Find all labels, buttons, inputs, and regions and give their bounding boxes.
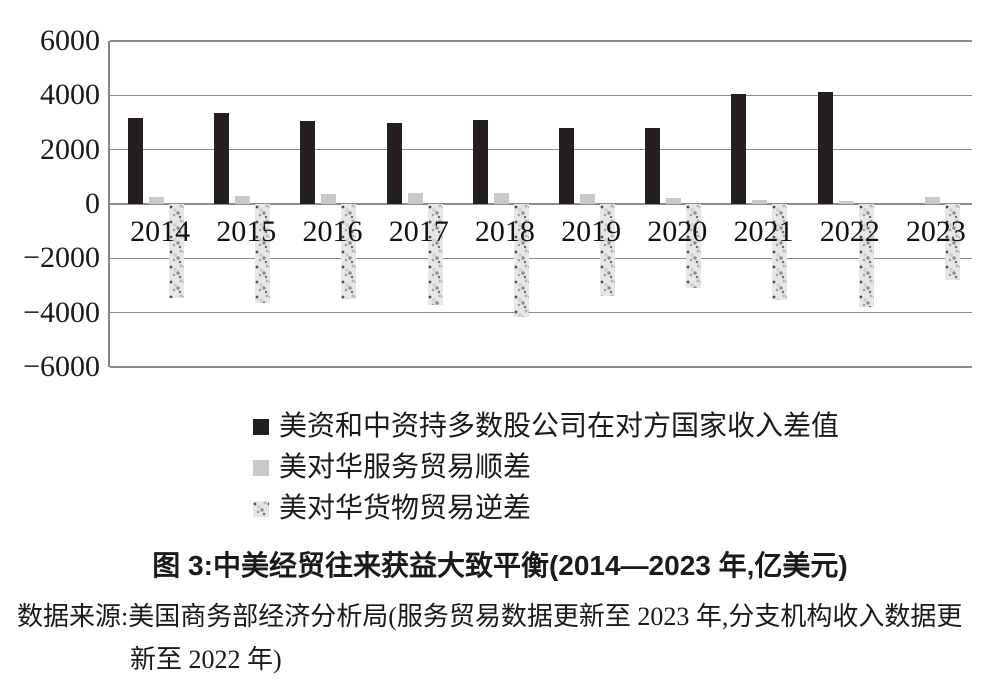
x-axis-label-2018: 2018: [474, 215, 535, 248]
y-axis-tick-0: 0: [85, 187, 100, 220]
bar-services-surplus-2017: [407, 193, 423, 204]
year-group-2014: 2014: [110, 41, 196, 367]
bar-income-diff-2015: [214, 113, 230, 204]
year-group-2020: 2020: [627, 41, 713, 367]
bar-income-diff-2022: [817, 91, 833, 204]
x-axis-label-2016: 2016: [302, 215, 363, 248]
x-axis-label-2019: 2019: [561, 215, 622, 248]
y-axis-tick-4000: 4000: [40, 78, 100, 112]
x-axis-label-2022: 2022: [819, 215, 880, 248]
bar-services-surplus-2015: [235, 196, 251, 204]
legend-label-services-surplus: 美对华服务贸易顺差: [279, 451, 532, 483]
bar-services-surplus-2021: [752, 199, 768, 204]
year-group-2023: 2023: [886, 41, 972, 367]
bar-chart: 6000 4000 2000 0 −2000 −4000 −6000 2014 2015 201…: [0, 25, 972, 383]
gridline-0: [110, 203, 972, 205]
year-group-2015: 2015: [196, 41, 282, 367]
bar-goods-deficit-2022: [858, 204, 874, 308]
bar-income-diff-2014: [128, 118, 143, 204]
year-group-2016: 2016: [282, 41, 368, 367]
legend-label-goods-deficit: 美对华货物贸易逆差: [279, 492, 532, 524]
legend-swatch-goods-deficit-icon: [253, 500, 269, 517]
bar-services-surplus-2020: [666, 197, 682, 204]
plot-area: 2014 2015 2016 2017 2018 2019 2020 2021 2022 2023: [108, 40, 972, 368]
year-group-2022: 2022: [800, 41, 886, 367]
bar-goods-deficit-2017: [427, 204, 443, 305]
legend-item-services-surplus: 美对华服务贸易顺差: [253, 447, 839, 488]
gridline-4000: [110, 94, 972, 97]
year-group-2021: 2021: [713, 41, 799, 367]
bar-services-surplus-2018: [493, 193, 509, 204]
legend-swatch-services-surplus-icon: [253, 459, 269, 476]
year-group-2017: 2017: [369, 41, 455, 367]
x-axis-label-2021: 2021: [733, 215, 794, 248]
bar-goods-deficit-2018: [513, 204, 529, 317]
gridline--2000: [110, 257, 972, 260]
gridline-2000: [110, 148, 972, 151]
bar-goods-deficit-2023: [944, 204, 960, 281]
bar-services-surplus-2022: [838, 200, 854, 204]
legend-item-goods-deficit: 美对华货物贸易逆差: [253, 488, 839, 529]
legend: 美资和中资持多数股公司在对方国家收入差值 美对华服务贸易顺差 美对华货物贸易逆差: [253, 406, 839, 529]
figure-title: 图 3:中美经贸往来获益大致平衡(2014—2023 年,亿美元): [152, 550, 848, 581]
bar-services-surplus-2019: [580, 194, 595, 204]
legend-label-income-diff: 美资和中资持多数股公司在对方国家收入差值: [279, 410, 840, 442]
x-axis-label-2015: 2015: [216, 215, 277, 248]
year-group-2018: 2018: [455, 41, 541, 367]
bar-income-diff-2020: [645, 127, 661, 204]
y-axis: 6000 4000 2000 0 −2000 −4000 −6000: [0, 25, 100, 383]
bar-income-diff-2016: [300, 120, 316, 204]
bar-income-diff-2019: [559, 127, 574, 204]
bar-goods-deficit-2021: [772, 204, 788, 301]
y-axis-tick-2000: 2000: [40, 132, 100, 166]
y-axis-tick--4000: −4000: [23, 295, 100, 329]
x-axis-label-2017: 2017: [388, 215, 449, 248]
x-axis-label-2014: 2014: [130, 215, 191, 248]
x-axis-label-2023: 2023: [905, 215, 966, 248]
year-group-2019: 2019: [541, 41, 627, 367]
y-axis-tick--6000: −6000: [23, 350, 100, 383]
gridline--6000: [110, 366, 972, 368]
bar-services-surplus-2023: [924, 196, 940, 204]
data-source-line-2: 新至 2022 年): [130, 645, 282, 674]
bar-income-diff-2018: [472, 119, 488, 204]
bar-goods-deficit-2016: [341, 204, 357, 299]
legend-item-income-diff: 美资和中资持多数股公司在对方国家收入差值: [253, 406, 839, 447]
gridline-6000: [110, 40, 972, 42]
bar-goods-deficit-2014: [169, 204, 184, 298]
data-source-line-1: 数据来源:美国商务部经济分析局(服务贸易数据更新至 2023 年,分支机构收入数…: [17, 602, 963, 631]
bar-services-surplus-2014: [149, 197, 164, 204]
bar-goods-deficit-2020: [686, 204, 702, 289]
bar-income-diff-2017: [386, 123, 402, 204]
legend-swatch-income-diff-icon: [253, 418, 269, 435]
bar-income-diff-2021: [731, 93, 747, 204]
bar-goods-deficit-2019: [600, 204, 615, 297]
gridline--4000: [110, 311, 972, 314]
x-axis-label-2020: 2020: [647, 215, 708, 248]
y-axis-tick-6000: 6000: [40, 24, 100, 57]
y-axis-tick--2000: −2000: [23, 241, 100, 275]
bar-services-surplus-2016: [321, 193, 337, 204]
bar-goods-deficit-2015: [255, 204, 271, 304]
